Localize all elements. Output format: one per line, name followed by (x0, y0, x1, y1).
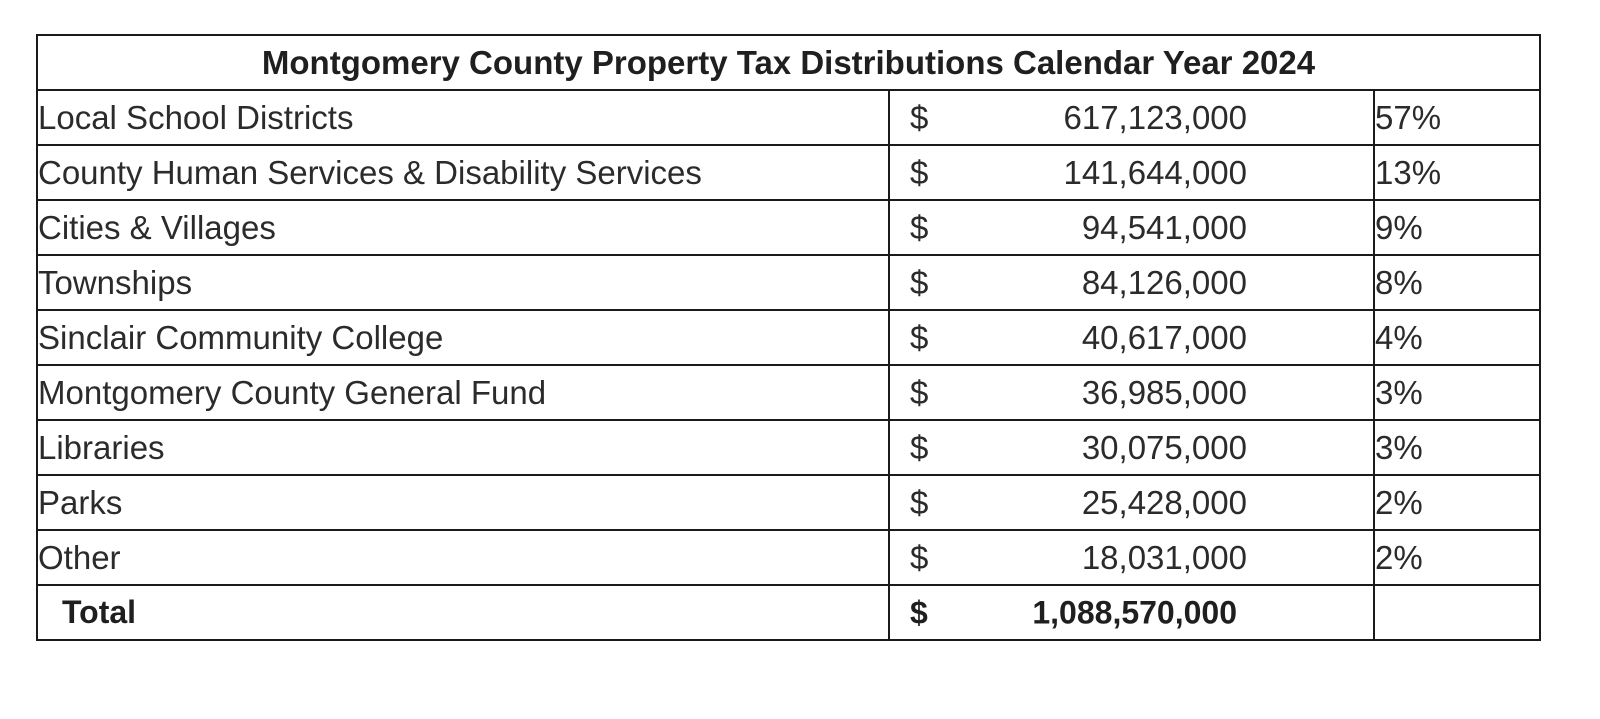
amount-value: 84,126,000 (1081, 263, 1247, 301)
currency-symbol: $ (910, 318, 929, 356)
row-percent: 13% (1372, 144, 1542, 201)
row-amount: $84,126,000 (888, 254, 1375, 311)
row-percent: 2% (1372, 529, 1542, 586)
table-row: Cities & Villages $94,541,000 9% (36, 199, 1542, 256)
table-row: County Human Services & Disability Servi… (36, 144, 1542, 201)
row-percent: 3% (1372, 419, 1542, 476)
currency-symbol: $ (910, 538, 929, 576)
row-amount: $18,031,000 (888, 529, 1375, 586)
row-label: Cities & Villages (36, 199, 890, 256)
total-label: Total (36, 584, 890, 641)
row-label: Local School Districts (36, 89, 890, 146)
total-percent (1372, 584, 1542, 641)
currency-symbol: $ (910, 428, 929, 466)
table-row: Townships $84,126,000 8% (36, 254, 1542, 311)
amount-value: 18,031,000 (1081, 538, 1247, 576)
row-label: Townships (36, 254, 890, 311)
row-label: County Human Services & Disability Servi… (36, 144, 890, 201)
row-amount: $40,617,000 (888, 309, 1375, 366)
amount-value: 617,123,000 (1063, 98, 1247, 136)
row-amount: $25,428,000 (888, 474, 1375, 531)
table-title: Montgomery County Property Tax Distribut… (35, 34, 1542, 91)
row-percent: 9% (1372, 199, 1542, 256)
table-row: Other $18,031,000 2% (36, 529, 1542, 586)
row-label: Libraries (36, 419, 890, 476)
currency-symbol: $ (910, 263, 929, 301)
total-row: Total $1,088,570,000 (36, 584, 1542, 641)
row-percent: 2% (1372, 474, 1542, 531)
total-amount-value: 1,088,570,000 (1032, 594, 1237, 630)
table-row: Libraries $30,075,000 3% (36, 419, 1542, 476)
amount-value: 94,541,000 (1081, 208, 1247, 246)
row-amount: $94,541,000 (888, 199, 1375, 256)
table-title-row: Montgomery County Property Tax Distribut… (35, 34, 1542, 91)
property-tax-distribution-table: Montgomery County Property Tax Distribut… (35, 34, 1542, 641)
total-amount: $1,088,570,000 (888, 584, 1375, 641)
distribution-table-container: Montgomery County Property Tax Distribut… (35, 34, 1542, 641)
row-label: Sinclair Community College (36, 309, 890, 366)
row-percent: 8% (1372, 254, 1542, 311)
row-label: Parks (36, 474, 890, 531)
row-percent: 3% (1372, 364, 1542, 421)
currency-symbol: $ (910, 208, 929, 246)
amount-value: 36,985,000 (1081, 373, 1247, 411)
table-row: Local School Districts $617,123,000 57% (36, 89, 1542, 146)
row-label: Other (36, 529, 890, 586)
table-row: Parks $25,428,000 2% (36, 474, 1542, 531)
amount-value: 25,428,000 (1081, 483, 1247, 521)
amount-value: 40,617,000 (1081, 318, 1247, 356)
currency-symbol: $ (910, 98, 929, 136)
row-label: Montgomery County General Fund (36, 364, 890, 421)
row-amount: $141,644,000 (888, 144, 1375, 201)
row-percent: 57% (1372, 89, 1542, 146)
amount-value: 30,075,000 (1081, 428, 1247, 466)
row-percent: 4% (1372, 309, 1542, 366)
row-amount: $617,123,000 (888, 89, 1375, 146)
currency-symbol: $ (910, 594, 928, 630)
amount-value: 141,644,000 (1063, 153, 1247, 191)
row-amount: $30,075,000 (888, 419, 1375, 476)
row-amount: $36,985,000 (888, 364, 1375, 421)
currency-symbol: $ (910, 153, 929, 191)
currency-symbol: $ (910, 373, 929, 411)
currency-symbol: $ (910, 483, 929, 521)
table-row: Montgomery County General Fund $36,985,0… (36, 364, 1542, 421)
table-row: Sinclair Community College $40,617,000 4… (36, 309, 1542, 366)
